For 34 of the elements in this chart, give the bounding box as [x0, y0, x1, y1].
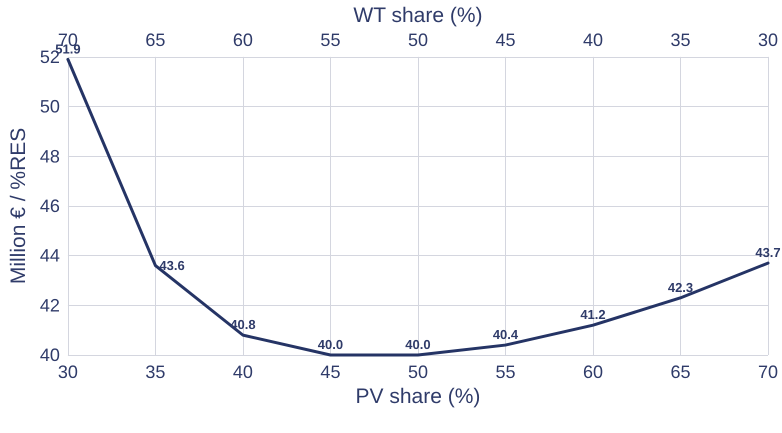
x-tick-label: 45 — [320, 362, 340, 382]
y-axis-title: Million € / %RES — [7, 128, 30, 284]
x-axis-title: PV share (%) — [356, 384, 480, 408]
x2-tick-label: 35 — [670, 30, 691, 50]
x2-tick-label: 30 — [758, 30, 778, 50]
x2-tick-label: 45 — [495, 30, 516, 50]
x-tick-label: 55 — [495, 362, 516, 382]
x2-tick-label: 65 — [145, 30, 166, 50]
x-tick-label: 30 — [58, 362, 78, 382]
data-label: 42.3 — [668, 280, 694, 295]
x-tick-label: 50 — [408, 362, 428, 382]
y-tick-label: 50 — [40, 96, 60, 117]
data-label: 43.6 — [159, 258, 185, 274]
x2-tick-label: 55 — [320, 30, 340, 50]
y-tick-label: 48 — [40, 146, 60, 166]
data-label: 40.4 — [492, 327, 519, 342]
x-tick-label: 60 — [582, 362, 603, 382]
data-label: 40.8 — [230, 317, 256, 332]
x2-tick-label: 60 — [232, 30, 253, 50]
x2-axis-title: WT share (%) — [353, 4, 483, 27]
data-label: 40.0 — [405, 337, 431, 352]
data-label: 43.7 — [755, 245, 781, 260]
y-tick-label: 44 — [40, 246, 60, 266]
y-tick-label: 42 — [40, 295, 60, 316]
x2-tick-label: 50 — [408, 30, 428, 50]
y-tick-label: 46 — [40, 196, 60, 216]
data-label: 41.2 — [580, 307, 606, 322]
x-tick-label: 70 — [758, 362, 778, 382]
x-tick-label: 40 — [232, 362, 253, 382]
y-tick-label: 40 — [40, 345, 60, 365]
x-tick-label: 35 — [145, 362, 166, 382]
x-tick-label: 65 — [670, 362, 691, 382]
data-label: 40.0 — [318, 337, 344, 352]
x2-tick-label: 40 — [582, 30, 603, 50]
